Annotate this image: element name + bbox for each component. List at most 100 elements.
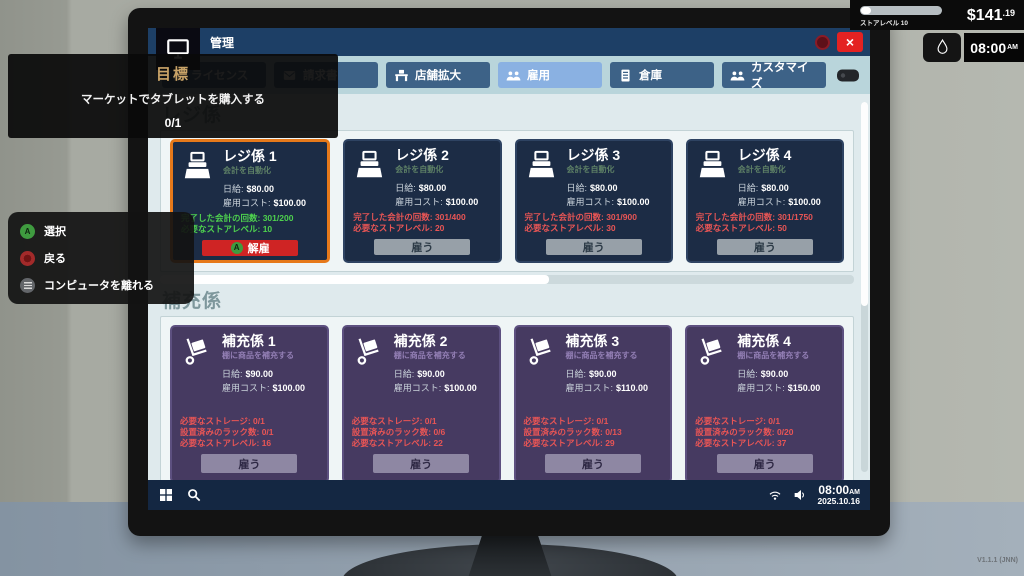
employee-name: 補充係 4 [737,333,791,349]
section-cashier: レジ係 レジ係 1 会計を自動化 日給:$80.00 雇用コスト:$100.00… [160,100,854,284]
employee-card[interactable]: レジ係 4 会計を自動化 日給: $80.00 雇用コスト: $100.00 完了し… [685,139,844,263]
hire-cost-value: $100.00 [445,197,479,207]
close-button[interactable]: × [837,32,863,52]
requirement-line: 設置済みのラック数: 0/1 [180,427,274,438]
hire-cost-value: $100.00 [444,383,477,393]
employee-card[interactable]: 補充係 4 棚に商品を補充する 日給: $90.00 雇用コスト: $150.00 … [685,325,844,480]
fire-button[interactable]: A 解雇 [202,239,299,256]
employee-role-description: 会計を自動化 [737,165,786,175]
section-restocker: 補充係 補充係 1 棚に商品を補充する 日給: $90.00 雇用コスト: $100… [160,286,854,480]
requirements-list: 必要なストレージ: 0/1 設置済みのラック数: 0/6 必要なストアレベル: 22 [352,416,491,449]
monitor-bezel: 管理 × ライセンス 請求書 店舗拡大 雇用 倉庫 カスタマイズ [128,8,890,536]
daily-wage-value: $80.00 [418,183,447,193]
search-icon[interactable] [186,487,202,503]
requirement-line: 必要なストレージ: 0/1 [351,416,437,427]
employee-card[interactable]: 補充係 2 棚に商品を補充する 日給: $90.00 雇用コスト: $100.00 … [341,325,501,480]
requirements-list: 完了した会計の回数: 301/200 必要なストアレベル: 10 [181,213,319,235]
employee-role-description: 会計を自動化 [223,166,271,176]
tab-employment[interactable]: 雇用 [498,62,602,88]
monitor-stand-neck [468,532,552,576]
expansion-icon [394,68,409,83]
employee-role-description: 会計を自動化 [566,165,615,175]
daily-wage-value: $80.00 [590,183,618,193]
requirement-line: 必要なストレージ: 0/1 [695,416,781,427]
requirements-list: 完了した会計の回数: 301/400 必要なストアレベル: 20 [353,212,491,234]
cash-register-icon [353,150,387,180]
taskbar-clock: 08:00AM 2025.10.16 [817,483,860,506]
hire-button[interactable]: A 雇う [545,238,642,255]
hire-button[interactable]: A 雇う [201,454,298,473]
employee-card[interactable]: 補充係 1 棚に商品を補充する 日給: $90.00 雇用コスト: $100.00 … [170,325,329,480]
store-level-label: ストアレベル 10 [860,19,909,27]
requirements-list: 必要なストレージ: 0/1 設置済みのラック数: 0/20 必要なストアレベル: 3… [695,416,834,449]
employee-card[interactable]: 補充係 3 棚に商品を補充する 日給: $90.00 雇用コスト: $110.00 … [513,325,673,480]
requirement-line: 設置済みのラック数: 0/13 [523,427,622,438]
requirement-line: 必要なストアレベル: 16 [180,438,272,449]
window-title: 管理 [210,35,235,50]
requirement-line: 必要なストアレベル: 22 [351,438,443,449]
employee-card[interactable]: レジ係 3 会計を自動化 日給: $80.00 雇用コスト: $100.00 完了し… [514,139,673,263]
requirement-line: 必要なストアレベル: 29 [523,438,615,449]
vertical-scrollbar[interactable] [861,102,868,472]
requirement-line: 設置済みのラック数: 0/20 [695,427,794,438]
requirement-line: 設置済みのラック数: 0/6 [351,427,446,438]
hire-button[interactable]: A 雇う [544,454,641,473]
store-level-progressbar [860,5,942,15]
requirement-line: 必要なストアレベル: 20 [353,222,445,233]
employee-role-description: 棚に商品を補充する [737,351,810,361]
requirements-list: 完了した会計の回数: 301/900 必要なストアレベル: 30 [525,212,663,234]
daily-wage-value: $80.00 [246,184,275,194]
tab-customize[interactable]: カスタマイズ [722,62,826,90]
requirement-line: 完了した会計の回数: 301/200 [181,213,294,223]
taskbar-date: 2025.10.16 [817,495,860,506]
cash-register-icon [525,150,559,180]
requirement-line: 完了した会計の回数: 301/1750 [695,212,813,222]
daily-wage-value: $90.00 [589,369,617,379]
employee-card[interactable]: レジ係 1 会計を自動化 日給: $80.00 雇用コスト: $100.00 完了し… [170,139,331,263]
cash-register-icon [181,151,215,181]
hire-button[interactable]: A 雇う [373,454,470,473]
hire-cost-value: $100.00 [617,197,650,207]
hire-button[interactable]: A 雇う [374,238,471,255]
section-title: 補充係 [162,291,223,312]
handtruck-icon [180,336,214,366]
taskbar: 08:00AM 2025.10.16 [148,480,870,510]
objective-title: 目標 [155,66,190,83]
gamepad-hints-panel: A 選択 戻る コンピュータを離れる [8,212,194,304]
requirement-line: 必要なストアレベル: 10 [181,223,273,234]
requirement-line: 完了した会計の回数: 301/900 [524,212,637,222]
requirement-line: 必要なストアレベル: 50 [695,222,787,233]
gamepad-hint-green: A 選択 [20,223,182,239]
employment-icon [506,68,521,83]
warehouse-icon [618,68,633,83]
window-content: レジ係 レジ係 1 会計を自動化 日給:$80.00 雇用コスト:$100.00… [148,94,870,480]
employee-role-description: 棚に商品を補充する [222,351,294,361]
employee-card-panel: 補充係 1 棚に商品を補充する 日給: $90.00 雇用コスト: $100.00 … [160,316,854,480]
hire-button[interactable]: A 雇う [716,454,813,473]
monitor-screen: 管理 × ライセンス 請求書 店舗拡大 雇用 倉庫 カスタマイズ [148,28,870,510]
employee-name: 補充係 1 [222,333,276,349]
b-button-icon [20,250,35,266]
a-button-icon: A [230,241,243,254]
employee-card[interactable]: レジ係 2 会計を自動化 日給: $80.00 雇用コスト: $100.00 完了し… [343,139,502,263]
gamepad-hint-red: 戻る [20,250,182,266]
horizontal-scrollbar[interactable] [160,275,854,284]
requirement-line: 必要なストアレベル: 30 [524,222,616,233]
handtruck-icon [352,336,386,366]
gamepad-hint-grey: コンピュータを離れる [20,277,182,293]
handtruck-icon [695,336,729,366]
employee-name: 補充係 2 [393,333,448,349]
employee-name: レジ係 3 [566,147,621,163]
tab-expansion[interactable]: 店舗拡大 [386,62,490,88]
notification-icon[interactable] [815,34,830,50]
hire-cost-value: $100.00 [272,383,306,393]
tab-warehouse[interactable]: 倉庫 [610,62,714,88]
hire-button[interactable]: A 雇う [716,238,813,255]
requirement-line: 必要なストレージ: 0/1 [180,416,265,427]
daily-wage-value: $90.00 [245,369,274,379]
network-icon[interactable] [767,487,783,503]
hire-cost-value: $150.00 [787,383,821,393]
speaker-icon[interactable] [792,487,808,503]
start-menu-icon[interactable] [158,487,174,503]
